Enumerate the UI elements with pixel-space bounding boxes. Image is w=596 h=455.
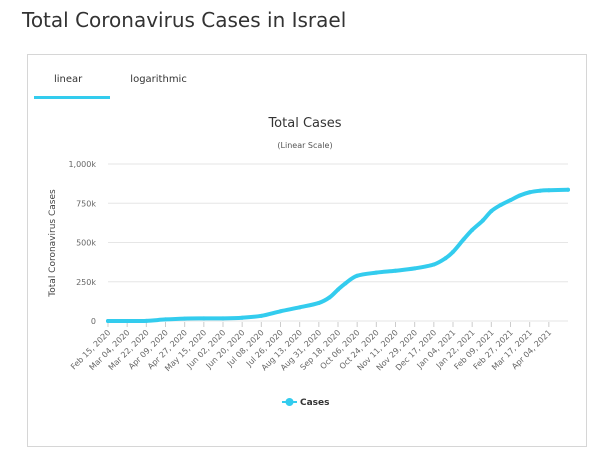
data-point[interactable] [451,249,455,254]
y-tick-label: 1,000k [68,160,96,169]
chart-title: Total Cases [267,116,341,131]
data-point[interactable] [343,281,348,286]
data-point[interactable] [327,295,332,300]
data-point[interactable] [355,273,360,278]
data-point[interactable] [527,190,532,195]
data-point[interactable] [461,237,466,242]
data-point[interactable] [518,193,523,198]
legend-swatch-marker [285,398,294,406]
data-point[interactable] [546,188,551,193]
page-title: Total Coronavirus Cases in Israel [22,8,347,32]
chart-subtitle: (Linear Scale) [277,141,332,150]
data-point[interactable] [443,256,448,261]
data-point[interactable] [393,268,398,273]
data-point[interactable] [182,316,187,321]
y-axis-ticks: 0 250k 500k 750k 1,000k [68,160,96,326]
tab-linear[interactable]: linear [34,65,111,99]
data-point[interactable] [431,262,436,267]
data-point[interactable] [221,316,225,321]
data-point[interactable] [336,287,340,292]
data-point[interactable] [508,198,513,203]
data-point[interactable] [412,266,417,271]
data-point[interactable] [470,227,475,232]
data-point[interactable] [489,209,494,214]
data-point[interactable] [144,318,149,323]
data-point[interactable] [480,218,485,223]
y-tick-label: 750k [76,199,96,208]
data-point[interactable] [163,317,168,322]
scale-tabs: linear logarithmic [34,65,207,99]
series-layer [106,187,570,324]
data-point[interactable] [125,318,130,323]
grid-lines [108,163,568,322]
series-line-cases[interactable] [106,187,570,324]
y-tick-label: 250k [76,278,96,287]
legend-label-cases: Cases [300,398,330,408]
data-point[interactable] [259,313,264,318]
data-point[interactable] [566,187,570,192]
data-point[interactable] [297,305,302,310]
y-axis-label: Total Coronavirus Cases [48,189,58,298]
data-point[interactable] [240,315,245,320]
data-point[interactable] [538,188,543,193]
data-point[interactable] [316,300,321,305]
data-point[interactable] [374,270,379,275]
data-point[interactable] [106,319,110,323]
data-point[interactable] [498,202,503,207]
y-tick-label: 500k [76,239,96,248]
legend[interactable]: Cases [282,398,330,408]
data-point[interactable] [201,316,206,321]
tab-logarithmic[interactable]: logarithmic [130,74,187,85]
data-point[interactable] [278,309,283,314]
chart-panel: linear logarithmic [27,54,587,447]
y-tick-label: 0 [91,317,96,326]
